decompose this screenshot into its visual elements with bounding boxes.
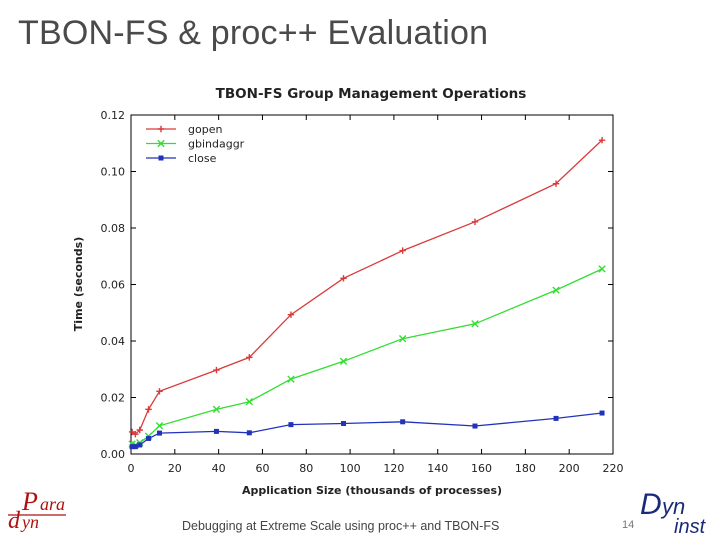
data-point-gbindaggr bbox=[287, 375, 295, 383]
data-point-gopen bbox=[287, 311, 295, 318]
y-tick-label: 0.04 bbox=[101, 335, 126, 348]
data-point-gopen bbox=[128, 428, 136, 436]
series-line-gopen bbox=[131, 139, 603, 436]
data-point-close bbox=[400, 419, 406, 425]
paradyn-logo: P ara d yn bbox=[8, 488, 66, 534]
y-tick-label: 0.12 bbox=[101, 109, 126, 122]
slide-title: TBON-FS & proc++ Evaluation bbox=[18, 14, 489, 52]
x-tick-label: 200 bbox=[559, 462, 580, 475]
svg-text:d: d bbox=[8, 508, 21, 534]
data-point-gbindaggr bbox=[398, 335, 407, 343]
data-point-close bbox=[553, 415, 559, 421]
x-tick-label: 220 bbox=[603, 462, 624, 475]
y-tick-label: 0.00 bbox=[101, 448, 126, 461]
data-point-close bbox=[341, 420, 347, 426]
y-tick-label: 0.08 bbox=[101, 222, 126, 235]
page-number: 14 bbox=[622, 519, 635, 531]
x-tick-label: 120 bbox=[383, 462, 404, 475]
series-markers bbox=[128, 136, 606, 450]
x-tick-label: 140 bbox=[427, 462, 448, 475]
y-tick-label: 0.06 bbox=[101, 279, 126, 292]
data-point-gbindaggr bbox=[471, 320, 479, 328]
series-line-close bbox=[132, 412, 603, 448]
legend-marker-gopen bbox=[157, 125, 165, 133]
legend-marker-gbindaggr bbox=[157, 139, 165, 148]
data-point-close bbox=[599, 410, 605, 416]
footer-text: Debugging at Extreme Scale using proc++ … bbox=[182, 519, 500, 533]
data-point-gopen bbox=[145, 406, 152, 413]
y-tick-label: 0.02 bbox=[101, 392, 126, 405]
x-tick-label: 80 bbox=[299, 462, 313, 475]
data-point-gopen bbox=[213, 366, 220, 374]
data-point-gbindaggr bbox=[212, 405, 221, 414]
data-point-close bbox=[129, 444, 135, 450]
y-tick-label: 0.10 bbox=[101, 166, 126, 179]
data-point-gopen bbox=[552, 180, 560, 187]
data-point-close bbox=[132, 444, 138, 450]
data-point-close bbox=[246, 430, 252, 436]
svg-text:P: P bbox=[21, 488, 38, 516]
x-tick-label: 100 bbox=[340, 462, 361, 475]
svg-text:D: D bbox=[640, 488, 662, 521]
data-point-gbindaggr bbox=[598, 265, 606, 273]
data-point-gopen bbox=[471, 218, 479, 225]
x-axis-label: Application Size (thousands of processes… bbox=[242, 484, 502, 497]
data-point-close bbox=[137, 442, 143, 448]
data-point-gbindaggr bbox=[552, 286, 560, 294]
y-axis-label: Time (seconds) bbox=[72, 237, 85, 331]
data-point-close bbox=[156, 430, 162, 436]
plot-frame bbox=[130, 114, 614, 455]
data-point-gopen bbox=[156, 388, 163, 395]
x-tick-label: 20 bbox=[168, 462, 182, 475]
data-point-gopen bbox=[340, 275, 347, 282]
x-tick-label: 40 bbox=[212, 462, 226, 475]
data-point-gopen bbox=[132, 431, 139, 438]
x-tick-label: 0 bbox=[128, 462, 135, 475]
data-point-gopen bbox=[399, 247, 406, 254]
data-point-gbindaggr bbox=[155, 422, 164, 430]
legend-label-gbindaggr: gbindaggr bbox=[188, 138, 245, 151]
x-tick-label: 160 bbox=[471, 462, 492, 475]
chart-title: TBON-FS Group Management Operations bbox=[216, 86, 527, 102]
data-point-close bbox=[288, 422, 294, 428]
data-point-gbindaggr bbox=[245, 398, 254, 406]
data-point-gbindaggr bbox=[339, 357, 348, 366]
legend-label-close: close bbox=[188, 152, 217, 165]
legend-label-gopen: gopen bbox=[188, 123, 222, 136]
svg-text:ara: ara bbox=[40, 494, 65, 514]
series-lines bbox=[131, 139, 603, 448]
legend-marker-close bbox=[158, 155, 164, 161]
data-point-close bbox=[213, 428, 219, 434]
data-point-close bbox=[472, 423, 478, 429]
x-tick-label: 180 bbox=[515, 462, 536, 475]
svg-text:inst: inst bbox=[674, 516, 707, 536]
data-point-gopen bbox=[136, 426, 143, 434]
data-point-close bbox=[146, 435, 152, 441]
data-point-gopen bbox=[598, 136, 606, 144]
svg-text:yn: yn bbox=[660, 494, 685, 519]
series-line-gbindaggr bbox=[131, 268, 603, 446]
svg-text:yn: yn bbox=[20, 512, 39, 532]
axis-ticks: 0 20 40 60 80 100 120 140 160 180 200 220 0.00 0.02 0.… bbox=[101, 109, 624, 475]
data-point-gopen bbox=[246, 354, 253, 361]
x-tick-label: 60 bbox=[255, 462, 269, 475]
dyninst-logo: D yn inst bbox=[640, 488, 707, 536]
